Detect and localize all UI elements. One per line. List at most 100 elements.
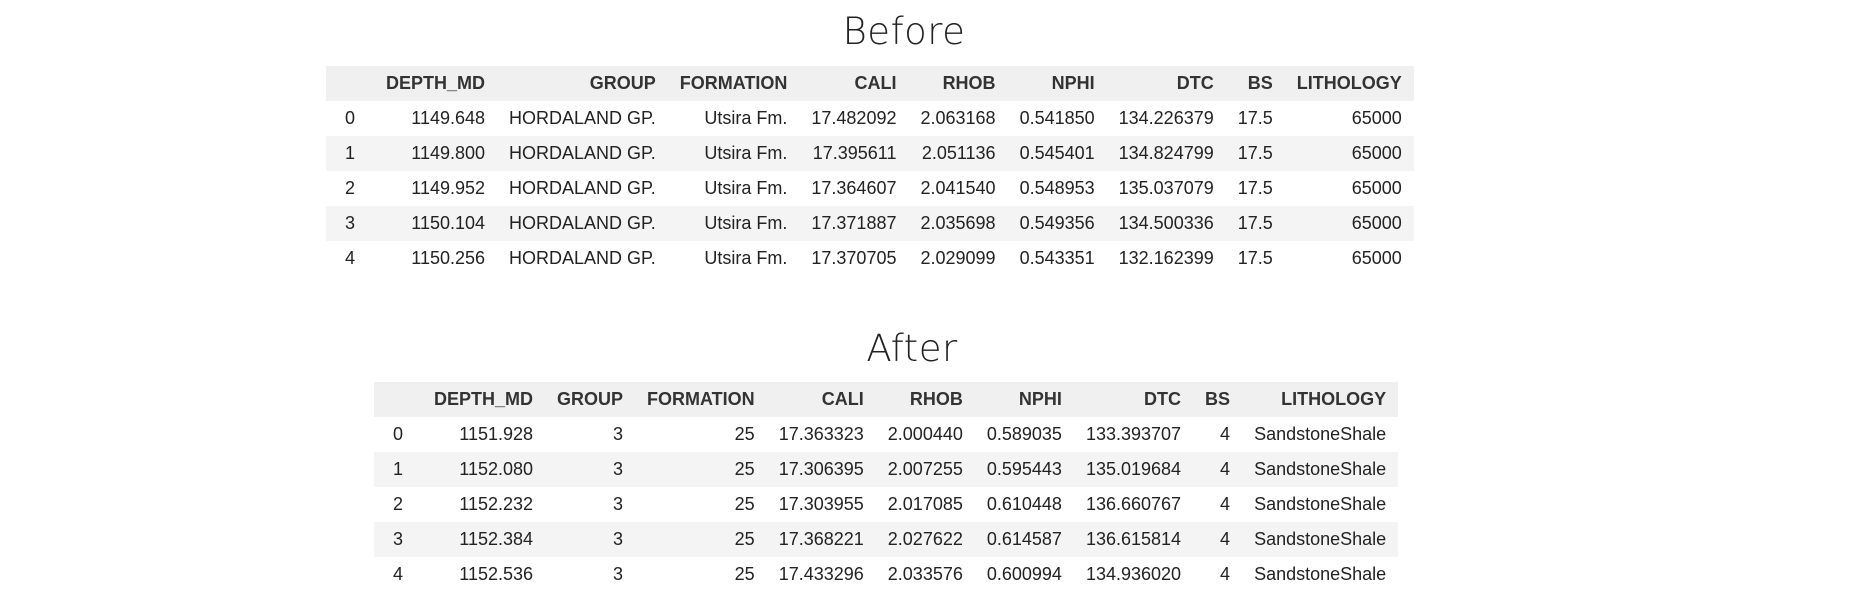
cell-bs: 4 <box>1220 529 1231 549</box>
before-title: Before <box>842 10 966 53</box>
cell-nphi: 0.541850 <box>1019 108 1095 128</box>
row-index: 4 <box>344 248 355 268</box>
cell-formation: 25 <box>734 424 755 444</box>
table-row: 4 1150.256 HORDALAND GP. Utsira Fm. 17.3… <box>326 241 1414 276</box>
column-header-rhob: RHOB <box>942 73 996 93</box>
cell-cali: 17.303955 <box>778 494 864 514</box>
before-table-body: 0 1149.648 HORDALAND GP. Utsira Fm. 17.4… <box>326 101 1414 276</box>
cell-formation: 25 <box>734 459 755 479</box>
column-header-nphi: NPHI <box>1051 73 1095 93</box>
cell-rhob: 2.041540 <box>920 178 996 198</box>
cell-nphi: 0.595443 <box>986 459 1062 479</box>
cell-bs: 4 <box>1220 564 1231 584</box>
column-header-bs: BS <box>1205 389 1231 409</box>
cell-bs: 4 <box>1220 494 1231 514</box>
column-header-formation: FORMATION <box>679 73 788 93</box>
cell-bs: 17.5 <box>1237 143 1273 163</box>
row-index: 3 <box>344 213 355 233</box>
cell-lithology: SandstoneShale <box>1254 564 1387 584</box>
cell-dtc: 134.824799 <box>1118 143 1214 163</box>
cell-lithology: SandstoneShale <box>1254 529 1387 549</box>
cell-depth-md: 1152.384 <box>459 529 534 549</box>
index-header <box>374 382 422 417</box>
cell-bs: 17.5 <box>1237 178 1273 198</box>
cell-group: HORDALAND GP. <box>509 248 656 268</box>
cell-bs: 4 <box>1220 424 1231 444</box>
column-header-cali: CALI <box>854 73 897 93</box>
cell-formation: Utsira Fm. <box>704 248 788 268</box>
after-title: After <box>866 327 958 370</box>
column-header-lithology: LITHOLOGY <box>1296 73 1402 93</box>
cell-cali: 17.482092 <box>811 108 897 128</box>
cell-lithology: SandstoneShale <box>1254 424 1387 444</box>
cell-depth-md: 1151.928 <box>459 424 534 444</box>
after-table-header: DEPTH_MD GROUP FORMATION CALI RHOB NPHI … <box>374 382 1399 417</box>
cell-lithology: 65000 <box>1351 143 1402 163</box>
row-index: 0 <box>392 424 403 444</box>
column-header-cali: CALI <box>821 389 864 409</box>
row-index: 1 <box>392 459 403 479</box>
table-row: 0 1151.928 3 25 17.363323 2.000440 0.589… <box>374 417 1399 452</box>
cell-formation: Utsira Fm. <box>704 108 788 128</box>
cell-depth-md: 1152.232 <box>459 494 534 514</box>
cell-cali: 17.433296 <box>778 564 864 584</box>
cell-group: HORDALAND GP. <box>509 108 656 128</box>
table-row: 1 1152.080 3 25 17.306395 2.007255 0.595… <box>374 452 1399 487</box>
cell-rhob: 2.000440 <box>887 424 963 444</box>
cell-rhob: 2.033576 <box>887 564 963 584</box>
cell-group: 3 <box>613 564 624 584</box>
row-index: 4 <box>392 564 403 584</box>
cell-cali: 17.364607 <box>811 178 897 198</box>
cell-lithology: SandstoneShale <box>1254 494 1387 514</box>
cell-rhob: 2.029099 <box>920 248 996 268</box>
cell-bs: 17.5 <box>1237 213 1273 233</box>
cell-formation: Utsira Fm. <box>704 178 788 198</box>
cell-depth-md: 1152.080 <box>459 459 534 479</box>
cell-group: 3 <box>613 494 624 514</box>
table-row: 2 1149.952 HORDALAND GP. Utsira Fm. 17.3… <box>326 171 1414 206</box>
cell-depth-md: 1152.536 <box>459 564 534 584</box>
cell-nphi: 0.543351 <box>1019 248 1095 268</box>
cell-formation: Utsira Fm. <box>704 213 788 233</box>
cell-bs: 17.5 <box>1237 108 1273 128</box>
cell-lithology: SandstoneShale <box>1254 459 1387 479</box>
column-header-formation: FORMATION <box>647 389 755 409</box>
cell-nphi: 0.600994 <box>986 564 1062 584</box>
table-row: 0 1149.648 HORDALAND GP. Utsira Fm. 17.4… <box>326 101 1414 136</box>
cell-formation: 25 <box>734 564 755 584</box>
column-header-dtc: DTC <box>1144 389 1182 409</box>
cell-depth-md: 1150.104 <box>411 213 486 233</box>
header-row: DEPTH_MD GROUP FORMATION CALI RHOB NPHI … <box>374 382 1399 417</box>
cell-dtc: 136.660767 <box>1085 494 1182 514</box>
before-table: DEPTH_MD GROUP FORMATION CALI RHOB NPHI … <box>326 66 1414 276</box>
cell-nphi: 0.589035 <box>986 424 1062 444</box>
column-header-group: GROUP <box>557 389 624 409</box>
cell-dtc: 135.037079 <box>1118 178 1214 198</box>
row-index: 3 <box>392 529 403 549</box>
cell-bs: 4 <box>1220 459 1231 479</box>
row-index: 2 <box>344 178 355 198</box>
cell-rhob: 2.017085 <box>887 494 963 514</box>
cell-depth-md: 1149.800 <box>411 143 486 163</box>
after-table-body: 0 1151.928 3 25 17.363323 2.000440 0.589… <box>374 417 1399 592</box>
cell-cali: 17.371887 <box>811 213 897 233</box>
column-header-lithology: LITHOLOGY <box>1281 389 1387 409</box>
cell-depth-md: 1149.952 <box>411 178 486 198</box>
table-row: 3 1150.104 HORDALAND GP. Utsira Fm. 17.3… <box>326 206 1414 241</box>
cell-nphi: 0.610448 <box>986 494 1062 514</box>
cell-rhob: 2.007255 <box>887 459 963 479</box>
row-index: 1 <box>344 143 355 163</box>
cell-group: HORDALAND GP. <box>509 143 656 163</box>
cell-lithology: 65000 <box>1351 248 1402 268</box>
header-row: DEPTH_MD GROUP FORMATION CALI RHOB NPHI … <box>326 66 1414 101</box>
cell-bs: 17.5 <box>1237 248 1273 268</box>
cell-rhob: 2.027622 <box>887 529 963 549</box>
cell-formation: Utsira Fm. <box>704 143 788 163</box>
after-table: DEPTH_MD GROUP FORMATION CALI RHOB NPHI … <box>374 382 1399 592</box>
cell-group: HORDALAND GP. <box>509 178 656 198</box>
column-header-bs: BS <box>1247 73 1273 93</box>
row-index: 2 <box>392 494 403 514</box>
cell-dtc: 134.936020 <box>1085 564 1182 584</box>
cell-rhob: 2.063168 <box>920 108 996 128</box>
cell-dtc: 135.019684 <box>1085 459 1182 479</box>
